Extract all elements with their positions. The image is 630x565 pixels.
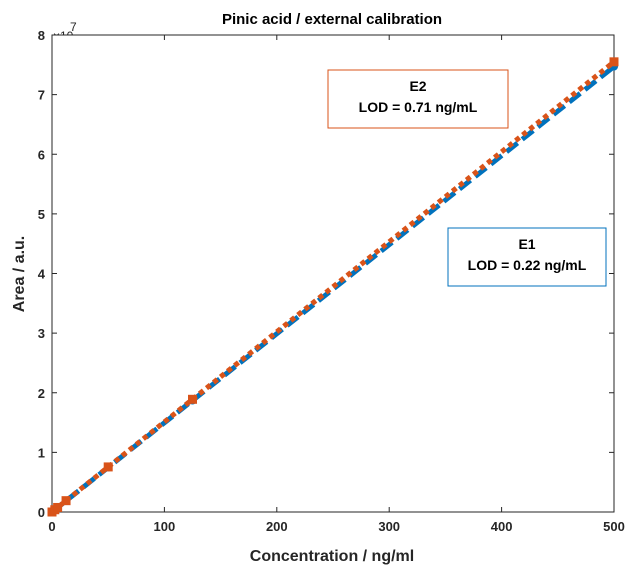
y-tick-label: 3 [38,326,45,341]
chart-title: Pinic acid / external calibration [222,11,442,28]
y-axis-label: Area / a.u. [11,236,28,312]
y-tick-label: 7 [38,88,45,103]
data-point-e2 [53,502,63,512]
annotation-e2: E2 LOD = 0.71 ng/mL [327,69,509,129]
annotation-e2-line1: E2 [409,78,426,94]
y-tick-label: 5 [38,207,45,222]
y-tick-label: 8 [38,28,45,43]
y-exponent-power: 7 [70,20,77,34]
data-point-e2 [609,57,619,67]
x-tick-label: 500 [603,519,625,534]
x-tick-label: 300 [378,519,400,534]
y-tick-label: 2 [38,386,45,401]
annotation-e1: E1 LOD = 0.22 ng/mL [447,227,607,287]
annotation-e1-line2: LOD = 0.22 ng/mL [468,257,587,273]
y-tick-label: 4 [38,267,46,282]
series-layer [47,57,619,517]
data-point-e2 [61,496,71,506]
x-tick-label: 100 [154,519,176,534]
annotation-e1-box [447,227,607,287]
x-axis-label: Concentration / ng/ml [250,548,414,565]
annotation-e1-line1: E1 [518,236,535,252]
y-tick-label: 6 [38,147,45,162]
axis-ticks: 0 100 200 300 400 500 0 1 2 3 4 5 6 7 8 [38,28,625,534]
x-tick-label: 0 [48,519,55,534]
series-e2 [47,57,619,517]
y-tick-label: 1 [38,445,45,460]
annotation-e2-box [327,69,509,129]
x-tick-label: 400 [491,519,513,534]
y-tick-label: 0 [38,505,45,520]
x-tick-label: 200 [266,519,288,534]
annotation-e2-line2: LOD = 0.71 ng/mL [359,99,478,115]
data-point-e2 [188,394,197,404]
data-point-e2 [103,462,113,472]
